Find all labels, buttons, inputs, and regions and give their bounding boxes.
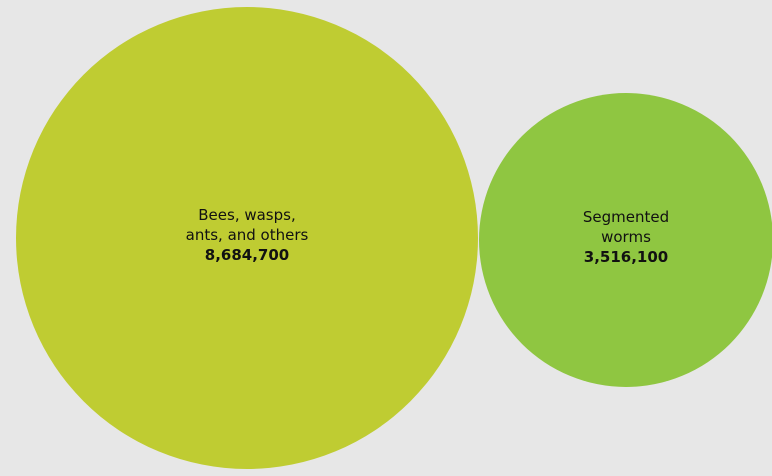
- bubble-label-worms-line-1: Segmented: [583, 208, 669, 226]
- bubble-bees-wasps-ants: Bees, wasps, ants, and others 8,684,700: [16, 7, 478, 469]
- bubble-label-bees-line-2: ants, and others: [186, 226, 309, 244]
- bubble-label-bees-line-1: Bees, wasps,: [198, 206, 295, 224]
- bubble-value-bees: 8,684,700: [205, 246, 289, 264]
- bubble-circle-bees-wasps-ants: [16, 7, 478, 469]
- bubble-segmented-worms: Segmented worms 3,516,100: [479, 93, 772, 387]
- bubble-circle-segmented-worms: [479, 93, 772, 387]
- bubble-label-worms-line-2: worms: [601, 228, 651, 246]
- bubble-value-worms: 3,516,100: [584, 248, 668, 266]
